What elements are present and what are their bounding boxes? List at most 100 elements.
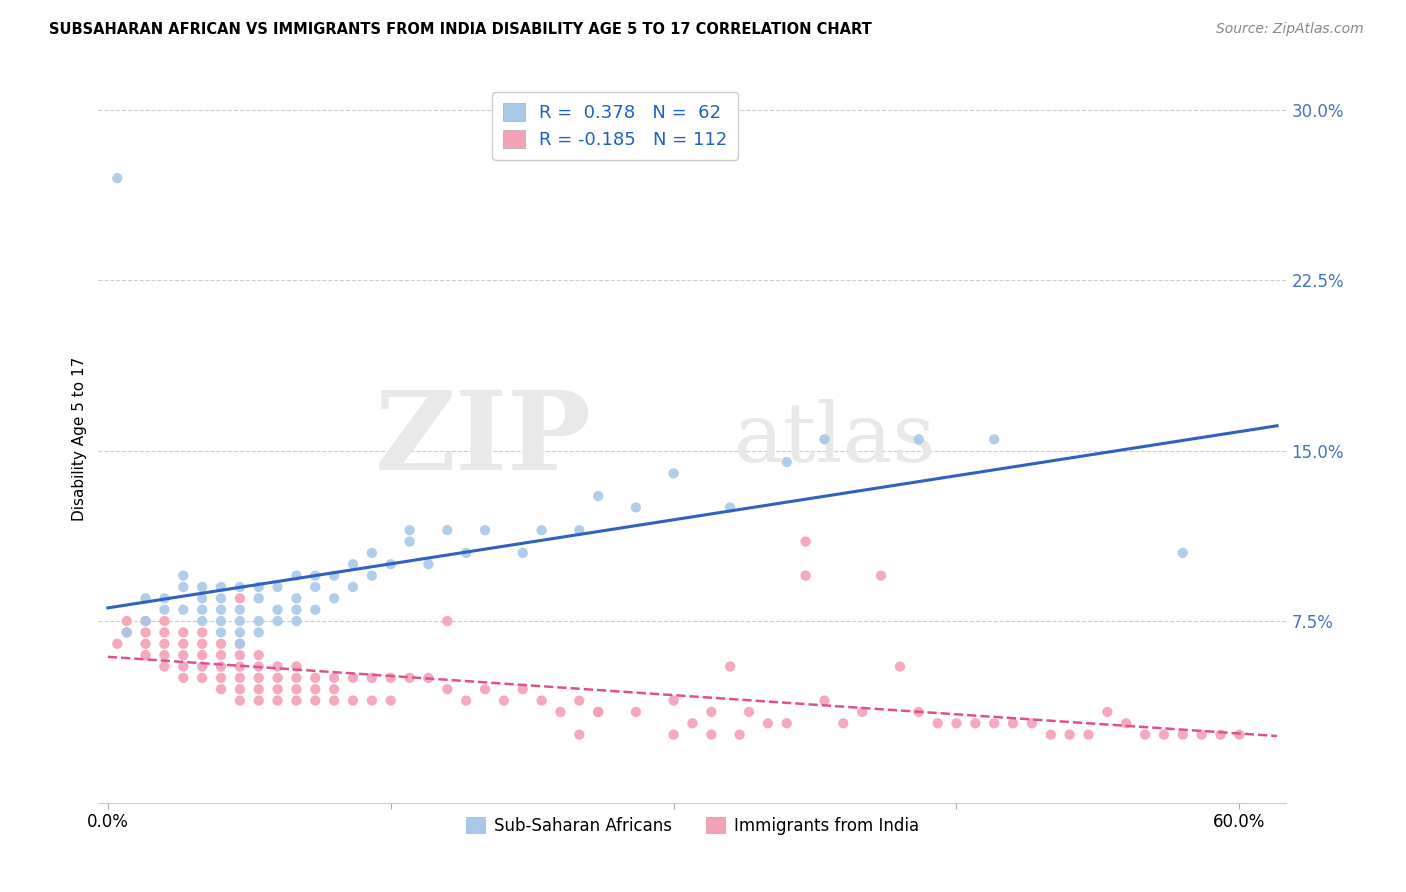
Point bbox=[550, 705, 572, 719]
Point bbox=[718, 659, 741, 673]
Point bbox=[247, 614, 270, 628]
Point bbox=[172, 671, 194, 685]
Point bbox=[756, 716, 779, 731]
Point bbox=[247, 591, 270, 606]
Point bbox=[209, 580, 232, 594]
Point bbox=[304, 671, 326, 685]
Point bbox=[172, 603, 194, 617]
Point bbox=[266, 603, 288, 617]
Point bbox=[456, 693, 478, 707]
Point bbox=[436, 614, 458, 628]
Point bbox=[172, 580, 194, 594]
Point bbox=[247, 625, 270, 640]
Point bbox=[436, 682, 458, 697]
Text: atlas: atlas bbox=[734, 400, 936, 479]
Point bbox=[209, 614, 232, 628]
Point bbox=[209, 671, 232, 685]
Point bbox=[342, 693, 364, 707]
Point bbox=[135, 648, 157, 662]
Point bbox=[191, 591, 214, 606]
Point bbox=[794, 568, 817, 582]
Point bbox=[568, 523, 591, 537]
Point bbox=[229, 591, 252, 606]
Point bbox=[247, 693, 270, 707]
Point bbox=[360, 546, 382, 560]
Point bbox=[191, 580, 214, 594]
Point bbox=[813, 693, 835, 707]
Point bbox=[153, 591, 176, 606]
Point bbox=[229, 637, 252, 651]
Point bbox=[945, 716, 967, 731]
Point bbox=[662, 728, 685, 742]
Point bbox=[229, 693, 252, 707]
Point bbox=[153, 614, 176, 628]
Point bbox=[983, 716, 1005, 731]
Point bbox=[870, 568, 893, 582]
Point bbox=[304, 580, 326, 594]
Point bbox=[360, 693, 382, 707]
Point bbox=[700, 705, 723, 719]
Point bbox=[456, 546, 478, 560]
Point bbox=[304, 693, 326, 707]
Point bbox=[209, 603, 232, 617]
Point bbox=[1059, 728, 1081, 742]
Point bbox=[229, 659, 252, 673]
Point bbox=[172, 568, 194, 582]
Point bbox=[135, 614, 157, 628]
Point bbox=[191, 637, 214, 651]
Point bbox=[266, 693, 288, 707]
Point bbox=[418, 558, 440, 572]
Point bbox=[153, 625, 176, 640]
Point bbox=[105, 171, 128, 186]
Point bbox=[380, 558, 402, 572]
Point bbox=[172, 659, 194, 673]
Point bbox=[813, 432, 835, 446]
Point bbox=[728, 728, 751, 742]
Point bbox=[1097, 705, 1119, 719]
Point bbox=[342, 580, 364, 594]
Point bbox=[738, 705, 761, 719]
Point bbox=[851, 705, 873, 719]
Point bbox=[285, 614, 308, 628]
Point bbox=[418, 671, 440, 685]
Point bbox=[115, 625, 138, 640]
Point bbox=[927, 716, 949, 731]
Point bbox=[776, 716, 799, 731]
Point bbox=[794, 534, 817, 549]
Y-axis label: Disability Age 5 to 17: Disability Age 5 to 17 bbox=[72, 357, 87, 522]
Point bbox=[530, 693, 553, 707]
Point bbox=[135, 637, 157, 651]
Point bbox=[191, 625, 214, 640]
Point bbox=[153, 603, 176, 617]
Point bbox=[983, 432, 1005, 446]
Point bbox=[586, 489, 609, 503]
Point bbox=[681, 716, 703, 731]
Point bbox=[115, 625, 138, 640]
Point bbox=[304, 568, 326, 582]
Point bbox=[907, 705, 929, 719]
Point bbox=[1191, 728, 1213, 742]
Point bbox=[285, 682, 308, 697]
Point bbox=[266, 671, 288, 685]
Point bbox=[285, 603, 308, 617]
Point bbox=[360, 671, 382, 685]
Point bbox=[191, 659, 214, 673]
Point bbox=[398, 523, 420, 537]
Point bbox=[247, 671, 270, 685]
Point bbox=[172, 648, 194, 662]
Point bbox=[1077, 728, 1099, 742]
Point bbox=[135, 591, 157, 606]
Point bbox=[323, 591, 346, 606]
Point bbox=[304, 682, 326, 697]
Point bbox=[247, 682, 270, 697]
Point bbox=[209, 591, 232, 606]
Point bbox=[474, 523, 496, 537]
Point bbox=[266, 580, 288, 594]
Point bbox=[360, 568, 382, 582]
Point bbox=[285, 693, 308, 707]
Point bbox=[285, 659, 308, 673]
Point bbox=[1227, 728, 1250, 742]
Point bbox=[209, 625, 232, 640]
Point bbox=[700, 728, 723, 742]
Point bbox=[209, 682, 232, 697]
